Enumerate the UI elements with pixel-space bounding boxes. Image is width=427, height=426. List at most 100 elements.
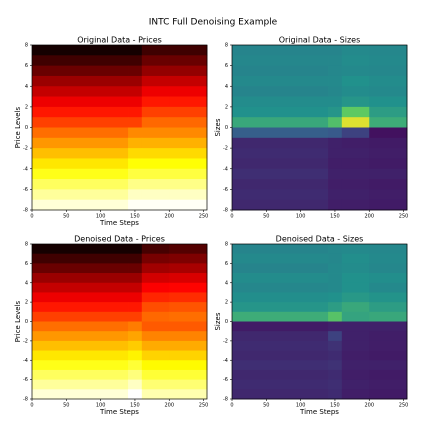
heatmap-cell bbox=[369, 369, 408, 381]
heatmap-cell bbox=[169, 311, 208, 322]
heatmap-cell bbox=[369, 292, 408, 303]
heatmap-cell bbox=[32, 75, 129, 87]
heatmap-cell bbox=[169, 360, 208, 371]
y-tick-label: 4 bbox=[25, 280, 28, 286]
heatmap-cell bbox=[32, 137, 129, 149]
heatmap-cell bbox=[169, 369, 208, 381]
heatmap-cell bbox=[232, 389, 329, 400]
heatmap-cell bbox=[169, 127, 208, 139]
y-tick-label: 6 bbox=[225, 261, 228, 267]
heatmap-cell bbox=[232, 282, 329, 293]
heatmap-cell bbox=[232, 331, 329, 342]
heatmap-cell bbox=[169, 379, 208, 390]
heatmap-cell bbox=[141, 360, 170, 371]
heatmap-cell bbox=[141, 321, 170, 332]
heatmap-cell bbox=[341, 179, 370, 190]
y-tick-label: 8 bbox=[25, 43, 28, 49]
y-axis-label: Sizes bbox=[214, 312, 222, 330]
x-axis-label: Time Steps bbox=[99, 408, 139, 416]
heatmap-cell bbox=[32, 360, 129, 371]
heatmap-cell bbox=[128, 117, 143, 128]
subplot: 0 50 100 150 200 250 -8 -6 -4 -2 0 2 4 6 8 Original Dat… bbox=[214, 36, 408, 220]
heatmap-cell bbox=[341, 96, 370, 108]
x-tick-label: 150 bbox=[130, 403, 140, 409]
heatmap-cell bbox=[369, 65, 408, 77]
heatmap-cell bbox=[369, 96, 408, 108]
heatmap-cell bbox=[141, 148, 170, 159]
heatmap-cell bbox=[32, 117, 129, 128]
heatmap-cell bbox=[341, 350, 370, 361]
heatmap-cell bbox=[328, 86, 343, 97]
x-tick-label: 200 bbox=[164, 214, 174, 220]
heatmap-cell bbox=[128, 199, 143, 211]
x-tick-label: 250 bbox=[399, 403, 409, 409]
heatmap-cell bbox=[328, 350, 343, 361]
heatmap-cell bbox=[328, 273, 343, 284]
heatmap-cell bbox=[328, 168, 343, 180]
heatmap-cell bbox=[32, 65, 129, 77]
heatmap-cell bbox=[232, 148, 329, 159]
y-tick-label: 8 bbox=[25, 242, 28, 248]
heatmap-cell bbox=[141, 340, 170, 351]
heatmap-cell bbox=[232, 158, 329, 170]
y-tick-label: 2 bbox=[25, 300, 28, 306]
y-tick-label: -2 bbox=[23, 146, 28, 152]
heatmap-cell bbox=[141, 117, 170, 128]
subplot: 0 50 100 150 200 250 -8 -6 -4 -2 0 2 4 6 8 Denoised Dat… bbox=[14, 235, 208, 417]
heatmap-cell bbox=[328, 282, 343, 293]
heatmap-cell bbox=[328, 369, 343, 381]
x-tick-label: 0 bbox=[30, 403, 33, 409]
heatmap-cell bbox=[128, 96, 143, 108]
heatmap-cell bbox=[141, 311, 170, 322]
heatmap-cell bbox=[169, 331, 208, 342]
heatmap-cell bbox=[141, 302, 170, 313]
heatmap-cell bbox=[328, 302, 343, 313]
heatmap-cell bbox=[128, 86, 143, 97]
heatmap-cell bbox=[232, 340, 329, 351]
heatmap-cell bbox=[341, 311, 370, 322]
heatmap-cell bbox=[32, 168, 129, 180]
heatmap-cell bbox=[341, 189, 370, 201]
y-tick-label: 2 bbox=[225, 104, 228, 110]
x-tick-label: 150 bbox=[330, 214, 340, 220]
heatmap-cell bbox=[232, 292, 329, 303]
heatmap-cell bbox=[32, 263, 129, 274]
heatmap-cell bbox=[141, 379, 170, 390]
heatmap-cell bbox=[169, 168, 208, 180]
heatmap-cell bbox=[232, 168, 329, 180]
heatmap-cell bbox=[328, 292, 343, 303]
heatmap-cell bbox=[328, 321, 343, 332]
heatmap-cell bbox=[369, 117, 408, 128]
x-tick-label: 200 bbox=[364, 403, 374, 409]
y-tick-label: 0 bbox=[225, 319, 228, 325]
heatmap-cell bbox=[232, 369, 329, 381]
heatmap-cell bbox=[32, 148, 129, 159]
heatmap-cell bbox=[341, 117, 370, 128]
heatmap-cell bbox=[369, 321, 408, 332]
subplot-title: Denoised Data - Sizes bbox=[276, 235, 364, 244]
heatmap-cell bbox=[341, 253, 370, 264]
heatmap-cell bbox=[369, 389, 408, 400]
heatmap-cell bbox=[169, 292, 208, 303]
y-tick-label: -6 bbox=[223, 187, 228, 193]
x-axis-label: Time Steps bbox=[99, 219, 139, 227]
heatmap-cell bbox=[169, 282, 208, 293]
y-tick-label: 0 bbox=[25, 125, 28, 131]
heatmap-cell bbox=[369, 273, 408, 284]
heatmap-cell bbox=[141, 86, 170, 97]
heatmap-cell bbox=[32, 340, 129, 351]
heatmap-cell bbox=[32, 331, 129, 342]
heatmap-cell bbox=[128, 273, 143, 284]
x-tick-label: 100 bbox=[96, 403, 106, 409]
heatmap-cell bbox=[369, 55, 408, 67]
heatmap-cell bbox=[232, 273, 329, 284]
heatmap-cell bbox=[128, 189, 143, 201]
heatmap-cell bbox=[169, 106, 208, 118]
heatmap-cell bbox=[328, 379, 343, 390]
y-tick-label: -6 bbox=[223, 377, 228, 383]
heatmap-cell bbox=[341, 168, 370, 180]
heatmap-cell bbox=[232, 179, 329, 190]
heatmap-cell bbox=[128, 148, 143, 159]
heatmap-cell bbox=[32, 96, 129, 108]
x-tick-label: 0 bbox=[30, 214, 33, 220]
